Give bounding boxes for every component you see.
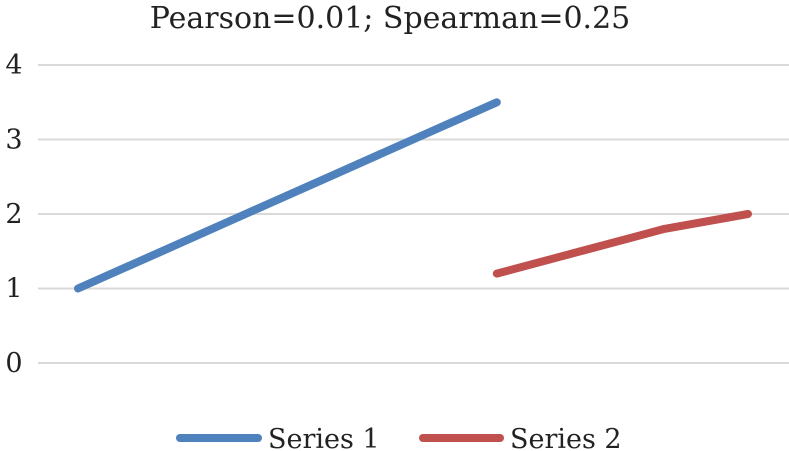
series-lines bbox=[74, 98, 752, 293]
gridlines bbox=[38, 64, 789, 364]
legend: Series 1 Series 2 bbox=[176, 424, 622, 451]
legend-item-1: Series 1 bbox=[176, 424, 380, 451]
legend-label-2: Series 2 bbox=[510, 424, 622, 451]
y-tick-label-0: 0 bbox=[5, 348, 22, 379]
y-tick-label-3: 3 bbox=[5, 125, 22, 156]
y-tick-label-1: 1 bbox=[5, 274, 22, 305]
y-axis-tick-labels: 0 1 2 3 4 bbox=[5, 50, 22, 379]
series-line-2 bbox=[492, 210, 752, 278]
legend-label-1: Series 1 bbox=[268, 424, 380, 451]
legend-item-2: Series 2 bbox=[419, 424, 622, 451]
chart-title: Pearson=0.01; Spearman=0.25 bbox=[150, 1, 631, 36]
y-tick-label-4: 4 bbox=[5, 50, 22, 81]
series-line-1 bbox=[74, 98, 501, 293]
y-tick-label-2: 2 bbox=[5, 199, 22, 230]
